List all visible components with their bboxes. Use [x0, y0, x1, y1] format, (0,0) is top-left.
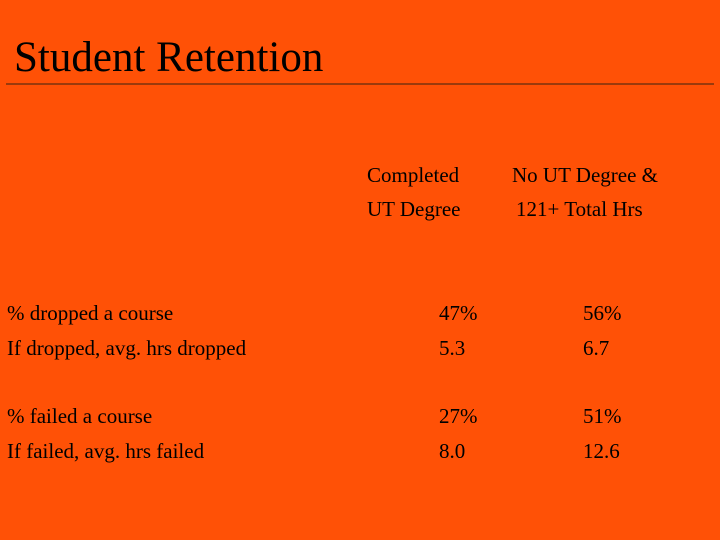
title-divider: [6, 83, 714, 85]
column-header-line: UT Degree: [367, 197, 461, 221]
table-cell: 8.0: [439, 439, 466, 463]
column-header-line: Completed: [367, 163, 460, 187]
row-label-dropped: % dropped a course: [7, 301, 174, 325]
column-header-line: No UT Degree &: [512, 163, 658, 187]
table-cell: 5.3: [439, 336, 466, 360]
table-cell: 27%: [439, 404, 478, 428]
table-cell: 47%: [439, 301, 478, 325]
table-cell: 51%: [583, 404, 622, 428]
column-header-completed: Completed UT Degree: [367, 158, 461, 226]
table-cell: 12.6: [583, 439, 620, 463]
column-header-no-degree: No UT Degree & 121+ Total Hrs: [512, 158, 658, 226]
row-label-failed-hours: If failed, avg. hrs failed: [7, 439, 205, 463]
row-label-dropped-hours: If dropped, avg. hrs dropped: [7, 336, 247, 360]
row-label-failed: % failed a course: [7, 404, 153, 428]
table-cell: 56%: [583, 301, 622, 325]
slide-title: Student Retention: [14, 34, 324, 81]
column-header-line: 121+ Total Hrs: [516, 197, 643, 221]
table-cell: 6.7: [583, 336, 610, 360]
